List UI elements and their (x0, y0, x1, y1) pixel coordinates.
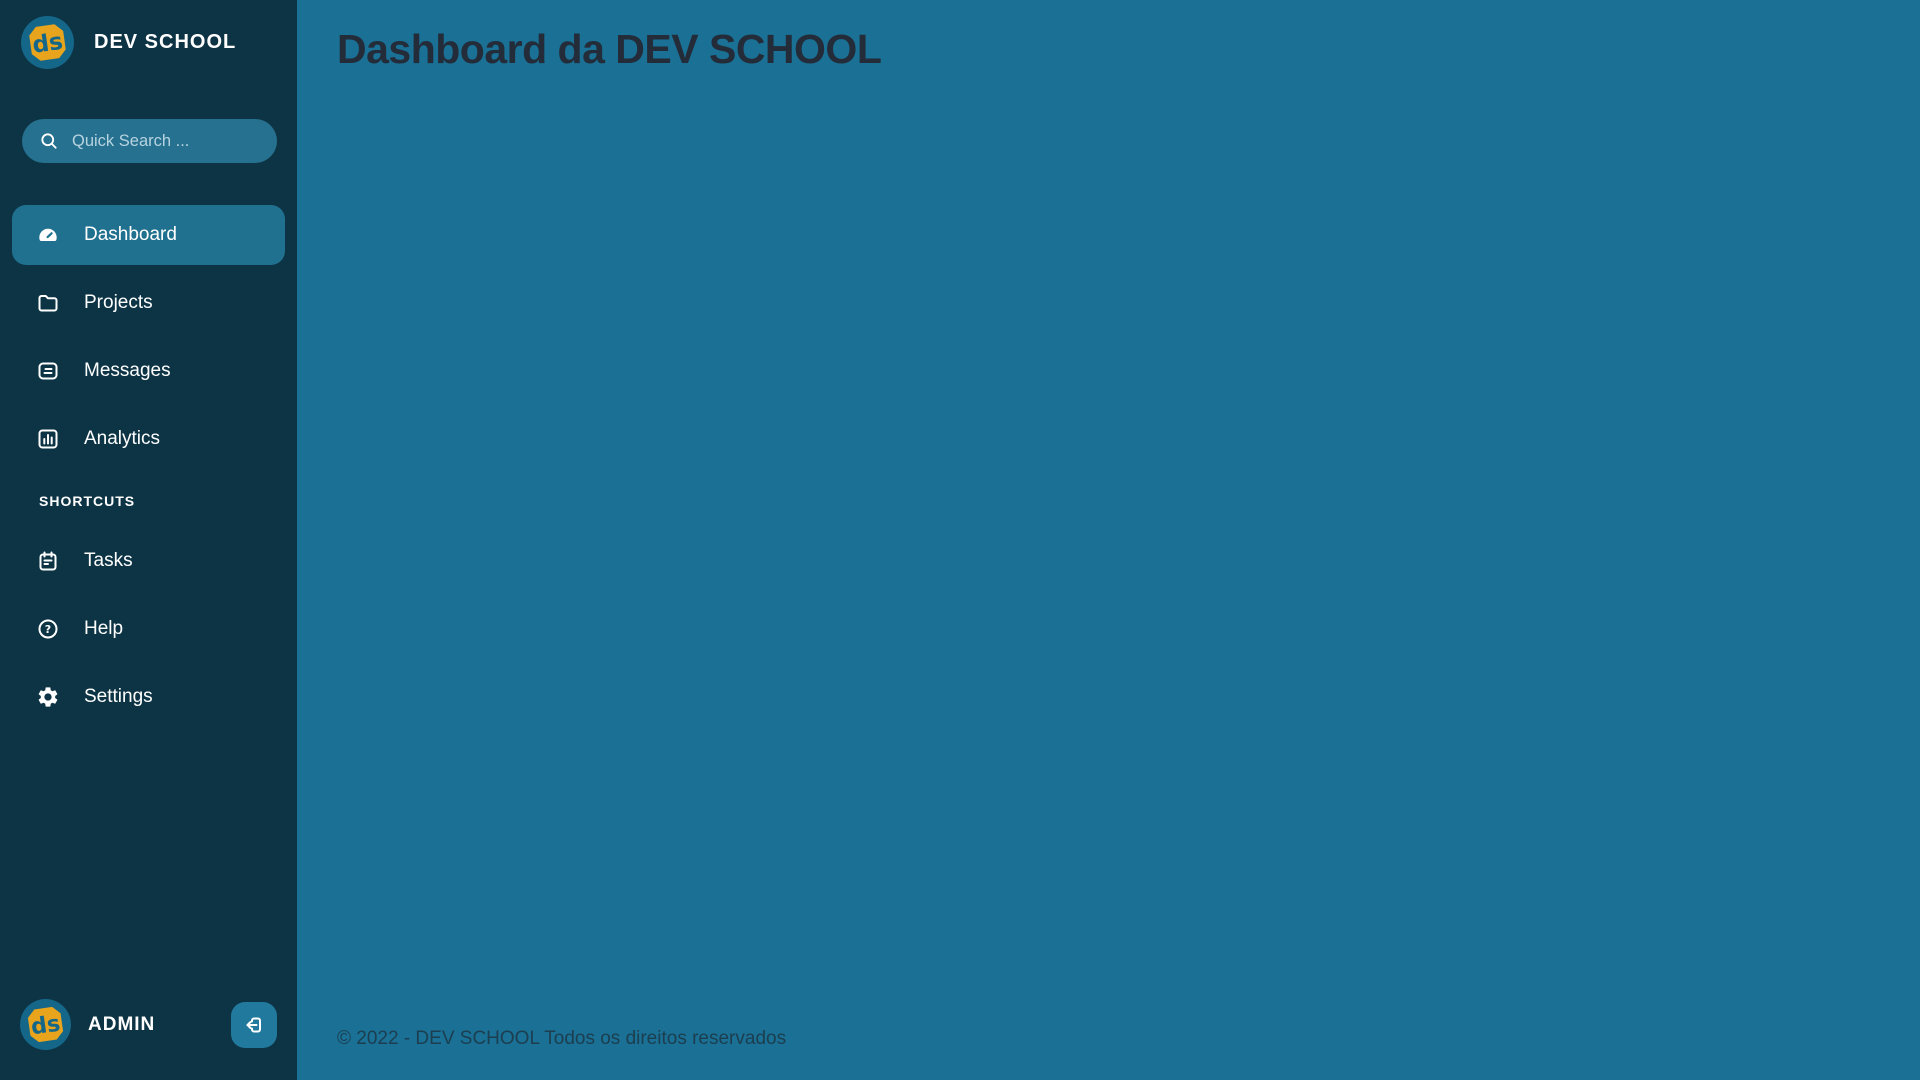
gear-icon (36, 685, 60, 709)
brand-name: DEV SCHOOL (94, 31, 237, 53)
message-icon (36, 359, 60, 383)
nav-item-projects[interactable]: Projects (12, 273, 285, 333)
user-avatar: ds (20, 999, 71, 1050)
folder-icon (36, 291, 60, 315)
nav-item-tasks[interactable]: Tasks (12, 531, 285, 591)
main-content: Dashboard da DEV SCHOOL © 2022 - DEV SCH… (297, 0, 1920, 1080)
nav-item-help[interactable]: ? Help (12, 599, 285, 659)
nav-label: Messages (84, 360, 171, 381)
nav-label: Dashboard (84, 224, 177, 245)
page-title: Dashboard da DEV SCHOOL (337, 26, 882, 72)
nav-label: Tasks (84, 550, 133, 571)
nav-item-settings[interactable]: Settings (12, 667, 285, 727)
nav-item-dashboard[interactable]: Dashboard (12, 205, 285, 265)
nav-label: Help (84, 618, 124, 639)
gauge-icon (36, 223, 60, 247)
avatar-monogram: ds (29, 1011, 62, 1041)
user-bar: ds ADMIN (20, 999, 277, 1050)
nav-item-analytics[interactable]: Analytics (12, 409, 285, 469)
dev-school-logo-icon: ds (21, 16, 74, 69)
logout-button[interactable] (231, 1001, 277, 1048)
shortcuts-section-label: SHORTCUTS (39, 493, 136, 509)
quick-search[interactable] (22, 119, 292, 163)
nav-label: Projects (84, 292, 153, 313)
clipboard-icon (36, 549, 60, 573)
brand: ds DEV SCHOOL (0, 0, 297, 69)
nav-label: Analytics (84, 428, 161, 449)
bar-chart-icon (36, 427, 60, 451)
main-nav: Dashboard Projects Messages (0, 205, 297, 727)
svg-text:?: ? (45, 623, 51, 636)
search-icon (41, 133, 57, 149)
nav-label: Settings (84, 686, 153, 707)
search-input[interactable] (72, 131, 292, 151)
question-icon: ? (36, 617, 60, 641)
logo-monogram: ds (31, 28, 65, 59)
copyright-footer: © 2022 - DEV SCHOOL Todos os direitos re… (337, 1028, 787, 1049)
sidebar: ds DEV SCHOOL Dashboard (0, 0, 297, 1080)
user-name: ADMIN (88, 1013, 156, 1035)
logout-icon (246, 1017, 261, 1032)
nav-item-messages[interactable]: Messages (12, 341, 285, 401)
